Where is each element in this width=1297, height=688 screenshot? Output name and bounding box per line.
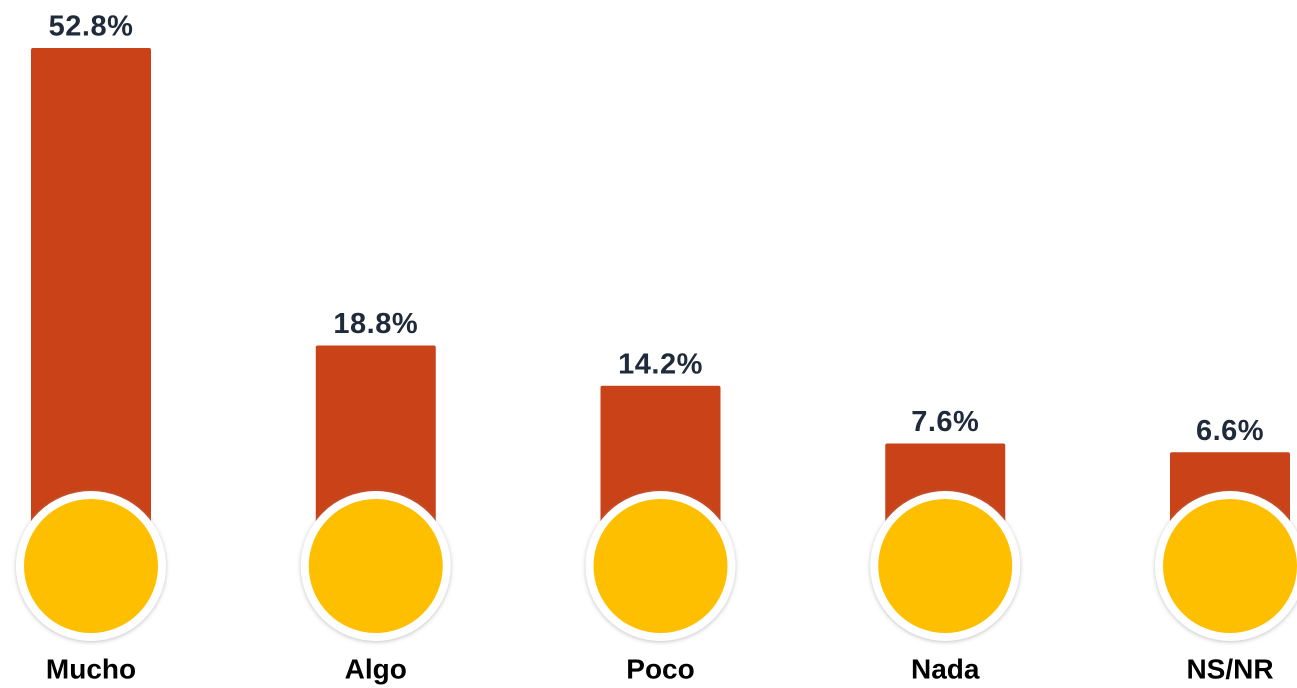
x-tick-label: Nada <box>911 653 980 684</box>
x-tick-label: Algo <box>345 653 407 684</box>
bar <box>31 48 151 566</box>
value-label: 14.2% <box>618 348 703 380</box>
x-tick-label: Mucho <box>46 653 136 684</box>
x-tick-label: NS/NR <box>1186 653 1273 684</box>
value-label: 18.8% <box>333 308 418 340</box>
circle-badge <box>1163 499 1297 633</box>
circle-badge <box>593 499 728 633</box>
x-tick-label: Poco <box>626 653 694 684</box>
value-label: 6.6% <box>1196 415 1264 447</box>
circle-badge <box>878 499 1013 633</box>
circle-badge <box>24 499 158 633</box>
value-label: 52.8% <box>49 11 134 43</box>
circle-badge <box>308 499 443 633</box>
value-label: 7.6% <box>911 406 979 438</box>
